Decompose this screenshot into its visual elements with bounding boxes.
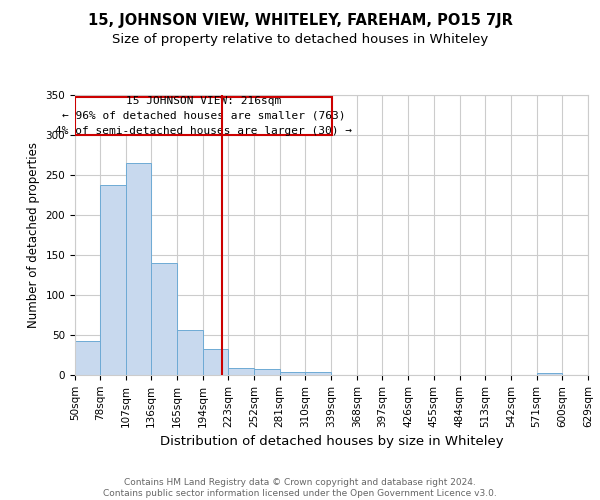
Bar [177, 330, 203, 375]
Bar [151, 263, 177, 375]
Bar [75, 340, 100, 375]
Y-axis label: Number of detached properties: Number of detached properties [27, 142, 40, 328]
Text: Contains HM Land Registry data © Crown copyright and database right 2024.
Contai: Contains HM Land Registry data © Crown c… [103, 478, 497, 498]
Bar [254, 370, 280, 375]
Bar [203, 350, 228, 375]
Bar [125, 163, 151, 375]
Bar [228, 368, 254, 375]
Bar [280, 372, 305, 375]
Text: 15, JOHNSON VIEW, WHITELEY, FAREHAM, PO15 7JR: 15, JOHNSON VIEW, WHITELEY, FAREHAM, PO1… [88, 12, 512, 28]
Bar [100, 186, 125, 375]
Bar [75, 96, 332, 135]
Bar [305, 372, 331, 375]
Bar [536, 374, 562, 375]
X-axis label: Distribution of detached houses by size in Whiteley: Distribution of detached houses by size … [160, 435, 503, 448]
Text: Size of property relative to detached houses in Whiteley: Size of property relative to detached ho… [112, 32, 488, 46]
Text: 15 JOHNSON VIEW: 216sqm
← 96% of detached houses are smaller (763)
4% of semi-de: 15 JOHNSON VIEW: 216sqm ← 96% of detache… [55, 96, 352, 136]
